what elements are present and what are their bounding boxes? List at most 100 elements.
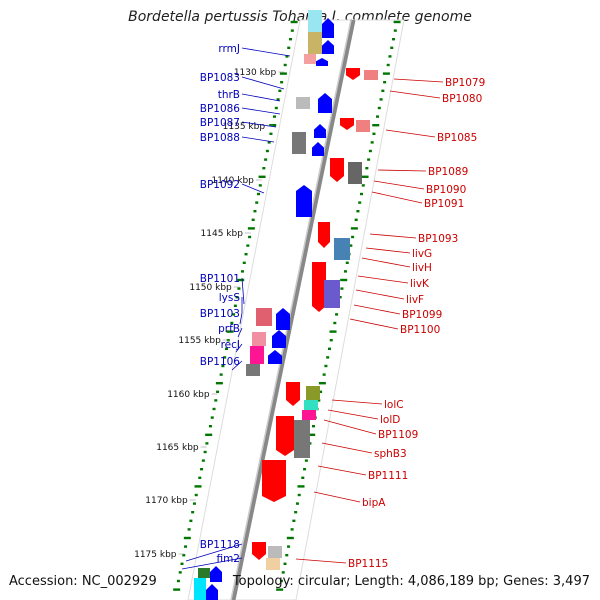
reverse-label-leader [353,304,401,315]
forward-label-leader [241,183,265,194]
reverse-gene-label: BP1080 [442,93,482,105]
forward-label-leader [241,136,275,143]
forward-gene-arrow [206,584,218,600]
reverse-gene-label: bipA [362,497,386,509]
tick-mark [297,493,301,497]
tick-mark [216,390,220,393]
forward-gene-arrow [312,142,324,156]
tick-mark [258,184,262,187]
reverse-gene-arrow [340,118,354,130]
reverse-gene-arrow [286,382,300,406]
forward-label-leader [241,277,245,305]
tick-mark [232,313,236,316]
reverse-label-leader [355,289,405,300]
reverse-label-leader [373,180,425,190]
tick-mark [233,304,237,307]
reverse-gene-label: livF [406,294,424,306]
tick-mark [192,502,196,505]
tick-mark [251,218,255,221]
tick-mark [274,106,278,110]
gene-feature-box [324,280,340,308]
tick-mark [205,442,209,445]
gene-feature-box [348,162,362,184]
reverse-label-leader [361,257,411,268]
forward-gene-arrow [276,308,290,330]
tick-mark [365,167,369,170]
tick-mark [180,562,184,565]
tick-mark [343,270,347,273]
tick-mark [327,347,331,350]
reverse-gene-label: livG [412,248,432,260]
tick-mark [279,72,287,75]
forward-gene-arrow [318,93,332,113]
forward-gene-label: rrmJ [218,43,240,55]
reverse-gene-arrow [330,158,344,182]
gene-feature-box [356,120,370,132]
scale-tick-label: 1155 kbp [178,336,221,346]
tick-mark [285,55,289,58]
tick-mark [311,425,315,428]
tick-mark [285,554,289,557]
backbone-highlight [230,19,352,600]
forward-gene-label: BP1101 [200,273,240,285]
forward-gene-arrow [268,350,282,364]
reverse-label-leader [377,169,427,172]
reverse-gene-label: livK [410,278,430,290]
reverse-label-leader [371,191,423,204]
tick-mark [205,433,213,436]
reverse-label-leader [317,465,367,476]
tick-mark [279,579,283,583]
gene-feature-box [266,558,280,570]
tick-mark [276,98,280,101]
tick-mark [248,235,252,239]
reverse-label-leader [365,247,411,254]
forward-label-leader [241,76,285,90]
tick-mark [230,321,234,325]
tick-mark [224,347,228,350]
tick-mark [308,433,316,436]
tick-mark [329,339,333,342]
scale-tick-label: 1150 kbp [189,283,232,293]
reverse-gene-label: lolD [380,414,400,426]
gene-feature-box [304,54,316,64]
reverse-gene-label: BP1115 [348,558,388,570]
tick-mark [358,201,362,204]
forward-gene-label: BP1092 [200,179,240,191]
forward-label-leader [185,543,243,562]
tick-mark [287,46,291,49]
tick-mark [187,528,191,531]
reverse-gene-label: BP1111 [368,470,408,482]
tick-mark [210,416,214,419]
tick-mark [253,210,257,213]
tick-mark [317,399,321,402]
tick-mark [286,536,294,540]
tick-mark [329,330,337,333]
scale-tick-label: 1160 kbp [167,390,210,400]
tick-mark [372,124,380,127]
tick-mark [214,399,218,402]
tick-mark [340,278,348,282]
reverse-label-leader [327,409,379,420]
tick-mark [281,571,285,574]
reverse-label-leader [321,442,373,454]
tick-mark [292,519,296,522]
gene-feature-box [308,10,322,32]
tick-mark [258,175,266,178]
reverse-label-leader [331,399,383,405]
scale-tick-label: 1175 kbp [134,550,177,560]
tick-mark [319,390,323,393]
tick-mark [376,115,380,118]
tick-mark [257,192,260,196]
tick-row-left [173,20,298,591]
tick-mark [223,356,227,359]
tick-mark [235,296,239,299]
gene-feature-box [252,332,266,346]
reverse-gene-label: BP1099 [402,309,442,321]
forward-gene-label: BP1087 [200,117,240,129]
tick-mark [301,476,305,479]
tick-mark [247,227,255,230]
forward-gene-label: BP1088 [200,132,240,144]
gene-feature-box [294,420,310,458]
tick-mark [226,330,234,333]
